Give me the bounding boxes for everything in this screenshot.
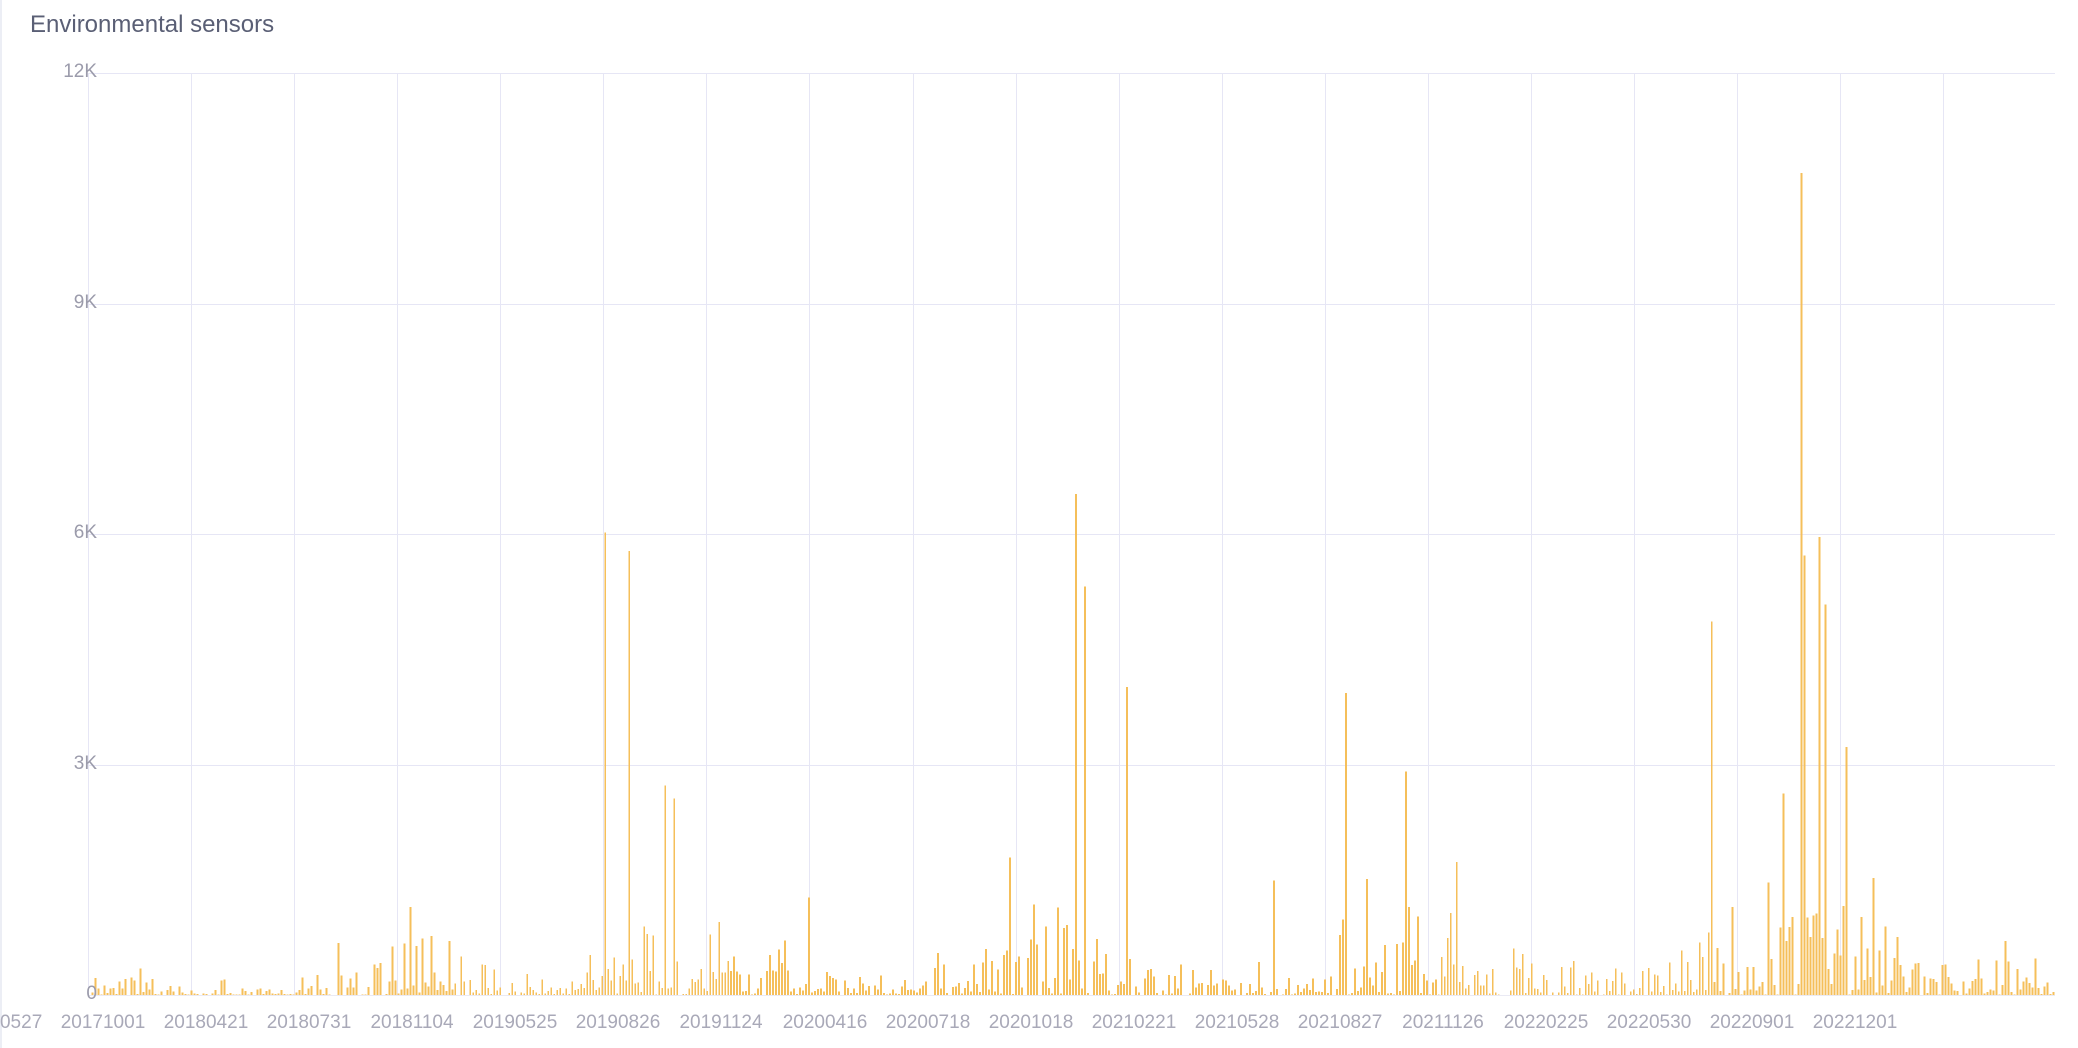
x-axis-tick-label: 20220530: [1606, 1012, 1692, 1033]
page-title: Environmental sensors: [30, 11, 275, 38]
gridline-x-20180731: [397, 73, 398, 995]
gridline-y-9K: [88, 303, 2055, 305]
plot-area: [88, 73, 2055, 996]
x-axis-tick-label: 20171001: [60, 1012, 146, 1033]
y-axis-tick-label: 0: [86, 983, 97, 1004]
x-axis-tick-label: 20210221: [1091, 1012, 1177, 1033]
panel-left-edge: [0, 0, 2, 1048]
x-axis-tick-label: 20220901: [1709, 1012, 1795, 1033]
gridline-x-20191124: [809, 73, 810, 995]
y-axis-tick-label: 9K: [73, 291, 97, 313]
x-axis-tick-label: 20220225: [1503, 1012, 1589, 1033]
gridline-x-20200416: [913, 73, 914, 995]
gridline-x-20220225: [1634, 73, 1635, 995]
gridline-x-20220901: [1840, 73, 1841, 995]
x-axis-tick-label: 20221201: [1812, 1012, 1898, 1033]
x-axis-tick-label: 20180421: [163, 1012, 249, 1033]
plot-baseline: [88, 995, 2055, 996]
gridline-x-20201018: [1119, 73, 1120, 995]
gridline-y-6K: [88, 534, 2055, 535]
x-axis-tick-label: 20180731: [266, 1012, 352, 1033]
x-axis-tick-label: 20170527: [0, 1012, 43, 1033]
x-axis-tick-label: 20181104: [370, 1012, 454, 1033]
x-axis-tick-label: 20201018: [988, 1012, 1074, 1033]
gridline-x-20171001: [191, 73, 192, 995]
gridline-x-20210528: [1325, 73, 1326, 995]
gridline-y-3K: [88, 764, 2055, 766]
y-axis-tick-label: 12K: [63, 61, 97, 82]
gridline-x-20211126: [1531, 73, 1532, 995]
plot-top-border: [88, 73, 2055, 74]
x-axis-tick-label: 20211126: [1402, 1012, 1484, 1033]
gridline-x-20170527: [88, 73, 89, 995]
x-axis-tick-label: 20210528: [1194, 1012, 1280, 1033]
gridline-x-20190826: [706, 73, 707, 995]
gridline-x-20220530: [1737, 73, 1738, 995]
gridline-x-20181104: [500, 73, 501, 995]
x-axis-tick-label: 20200718: [885, 1012, 971, 1033]
y-axis-tick-label: 3K: [73, 752, 97, 774]
x-axis-tick-label: 20191124: [679, 1012, 763, 1033]
x-axis-tick-label: 20190826: [575, 1012, 661, 1033]
gridline-x-20210827: [1428, 73, 1429, 995]
bars-path: [88, 172, 2055, 995]
y-axis-tick-label: 6K: [73, 522, 97, 543]
x-axis-tick-label: 20210827: [1297, 1012, 1383, 1033]
bar-series: [88, 172, 2055, 995]
gridline-x-20200718: [1016, 73, 1017, 995]
x-axis-tick-label: 20190525: [472, 1012, 558, 1033]
gridline-x-20190525: [603, 73, 604, 995]
gridline-x-20221201: [1943, 73, 1944, 995]
gridline-x-20180421: [294, 73, 295, 995]
x-axis-tick-label: 20200416: [782, 1012, 868, 1033]
gridline-x-20210221: [1222, 73, 1223, 995]
